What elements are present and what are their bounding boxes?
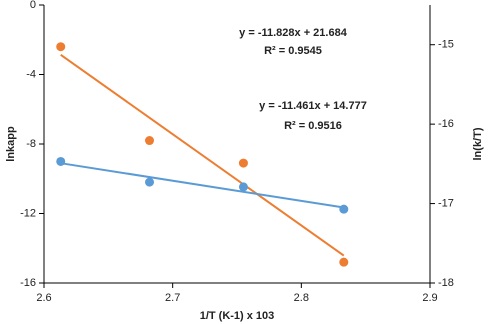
y-tick-label: -12	[20, 207, 36, 219]
x-axis-title: 1/T (K-1) x 103	[200, 310, 275, 322]
y2-tick-label: -16	[438, 118, 454, 130]
point	[238, 182, 248, 192]
point	[56, 42, 66, 52]
y-tick-label: -4	[26, 68, 36, 80]
point	[238, 158, 248, 168]
x-tick-label: 2.9	[422, 292, 437, 304]
y2-tick-label: -17	[438, 197, 454, 209]
point	[145, 136, 155, 146]
y-tick-label: 0	[30, 0, 36, 11]
trendline	[60, 162, 344, 209]
point	[339, 257, 349, 267]
y2-axis-title: ln(k/T)	[472, 127, 484, 160]
annotation: R² = 0.9545	[264, 45, 322, 57]
point	[56, 156, 66, 166]
annotation: y = -11.828x + 21.684	[239, 27, 348, 39]
y-tick-label: -16	[20, 277, 36, 289]
y-axis-title: lnkapp	[5, 126, 17, 162]
trendline	[60, 53, 345, 257]
annotation: y = -11.461x + 14.777	[259, 100, 367, 112]
x-tick-label: 2.7	[165, 292, 180, 304]
y2-tick-label: -15	[438, 39, 454, 51]
annotation: R² = 0.9516	[284, 120, 342, 132]
x-tick-label: 2.8	[294, 292, 309, 304]
x-tick-label: 2.6	[36, 292, 51, 304]
y2-tick-label: -18	[438, 277, 454, 289]
point	[145, 177, 155, 187]
y-tick-label: -8	[26, 138, 36, 150]
point	[339, 204, 349, 214]
